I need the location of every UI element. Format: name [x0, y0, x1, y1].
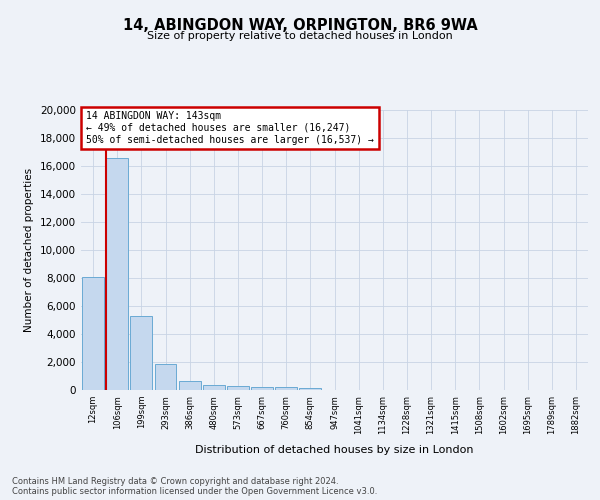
- Text: Size of property relative to detached houses in London: Size of property relative to detached ho…: [147, 31, 453, 41]
- Bar: [82, 276, 104, 390]
- Bar: [203, 385, 224, 390]
- Bar: [275, 388, 297, 390]
- Text: 14, ABINGDON WAY, ORPINGTON, BR6 9WA: 14, ABINGDON WAY, ORPINGTON, BR6 9WA: [122, 18, 478, 32]
- Text: Contains public sector information licensed under the Open Government Licence v3: Contains public sector information licen…: [12, 488, 377, 496]
- Bar: [130, 316, 152, 390]
- Bar: [155, 364, 176, 390]
- Bar: [106, 158, 128, 390]
- Bar: [251, 387, 273, 390]
- Text: Contains HM Land Registry data © Crown copyright and database right 2024.: Contains HM Land Registry data © Crown c…: [12, 478, 338, 486]
- X-axis label: Distribution of detached houses by size in London: Distribution of detached houses by size …: [195, 445, 474, 455]
- Bar: [299, 388, 321, 390]
- Text: 14 ABINGDON WAY: 143sqm
← 49% of detached houses are smaller (16,247)
50% of sem: 14 ABINGDON WAY: 143sqm ← 49% of detache…: [86, 112, 374, 144]
- Bar: [179, 381, 200, 390]
- Y-axis label: Number of detached properties: Number of detached properties: [25, 168, 34, 332]
- Bar: [227, 386, 249, 390]
